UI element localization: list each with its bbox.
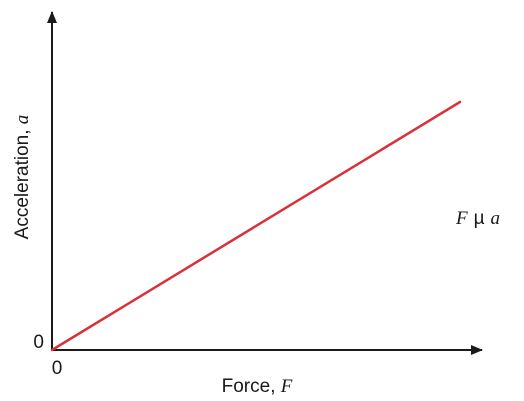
annotation-proportional-symbol: µ: [474, 208, 485, 229]
x-axis-label-text: Force,: [222, 376, 281, 397]
x-axis-label-variable: F: [280, 376, 293, 397]
annotation-var-acceleration: a: [491, 208, 501, 229]
x-axis-label: Force, F: [222, 376, 293, 397]
y-axis-label-variable: a: [12, 115, 33, 125]
y-axis-label: Acceleration, a: [12, 115, 33, 240]
series-layer: [50, 100, 462, 352]
y-origin-label: 0: [33, 332, 44, 353]
y-axis-label-text: Acceleration,: [12, 124, 33, 239]
series-line-0: [50, 100, 462, 352]
annotation-var-force: F: [455, 208, 468, 229]
x-origin-label: 0: [52, 358, 63, 379]
